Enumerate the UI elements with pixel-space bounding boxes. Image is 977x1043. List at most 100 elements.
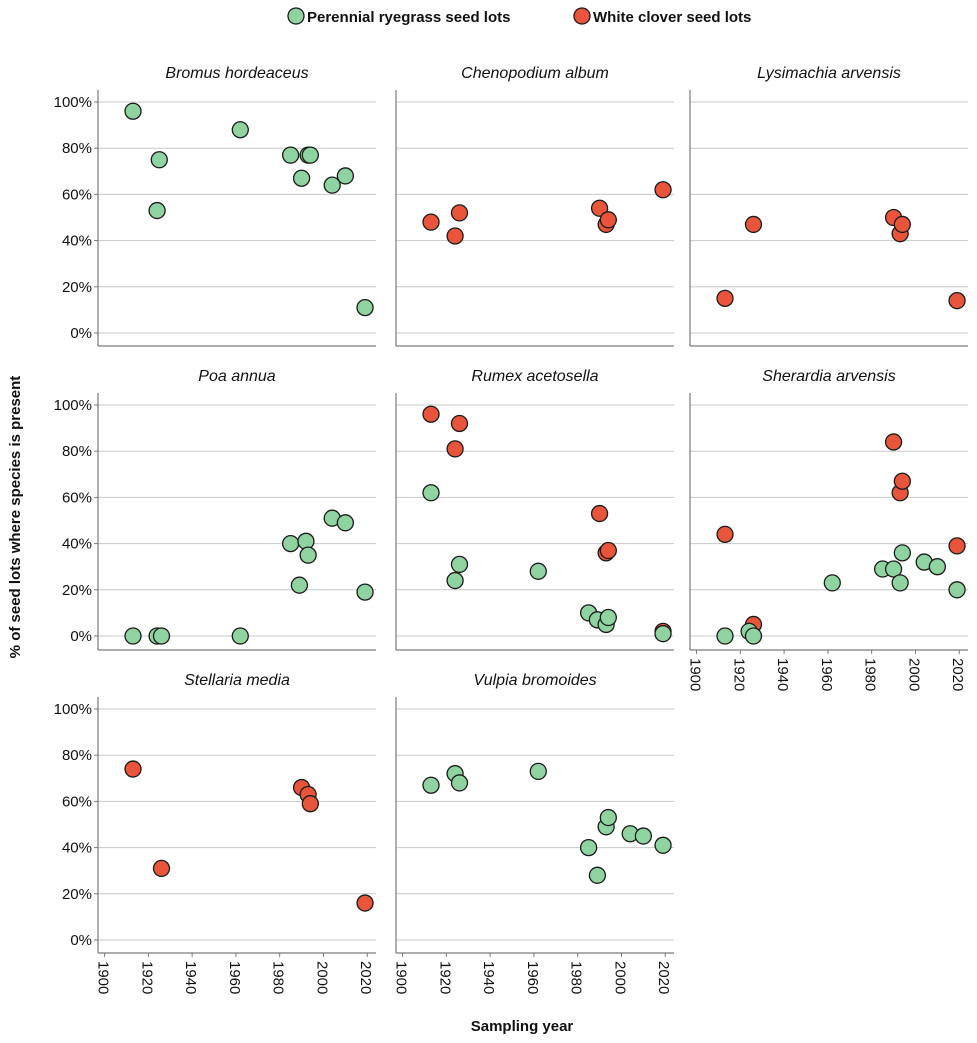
x-tick-label: 1960 — [818, 658, 835, 691]
legend-label-clover: White clover seed lots — [593, 9, 751, 26]
panel-title: Stellaria media — [184, 672, 290, 689]
y-axis-title: % of seed lots where species is present — [7, 376, 24, 659]
point-ryegrass — [301, 146, 319, 164]
point-clover — [948, 537, 966, 555]
point-clover — [599, 211, 617, 229]
panels: Bromus hordeaceus 0% 20% 40% 60% 80% 100% Cheno… — [54, 65, 968, 994]
panel-title: Poa annua — [198, 368, 276, 385]
panel-title: Chenopodium album — [461, 65, 609, 82]
panel-title: Rumex acetosella — [471, 368, 598, 385]
x-tick-label: 1980 — [862, 658, 879, 691]
point-clover — [124, 760, 142, 778]
x-tick-label: 1900 — [687, 658, 704, 691]
legend-label-ryegrass: Perennial ryegrass seed lots — [307, 9, 510, 26]
point-clover — [446, 440, 464, 458]
point-ryegrass — [124, 102, 142, 120]
point-ryegrass — [299, 546, 317, 564]
point-ryegrass — [422, 776, 440, 794]
point-clover — [446, 227, 464, 245]
point-ryegrass — [928, 558, 947, 576]
point-ryegrass — [529, 562, 547, 580]
y-tick-label: 100% — [54, 701, 92, 718]
x-tick-label: 1940 — [480, 961, 497, 994]
point-ryegrass — [323, 176, 341, 194]
point-ryegrass — [588, 866, 607, 884]
point-ryegrass — [150, 151, 168, 169]
x-axis-title: Sampling year — [471, 1018, 574, 1035]
y-tick-label: 20% — [62, 279, 92, 296]
point-ryegrass — [654, 625, 672, 643]
y-tick-label: 60% — [62, 793, 92, 810]
legend-swatch-ryegrass — [287, 7, 305, 25]
point-ryegrass — [579, 838, 598, 857]
x-tick-label: 2020 — [655, 961, 672, 994]
point-clover — [450, 204, 469, 222]
point-ryegrass — [356, 583, 374, 601]
point-ryegrass — [148, 201, 166, 220]
point-ryegrass — [744, 627, 763, 645]
y-tick-label: 80% — [62, 443, 92, 460]
y-tick-label: 0% — [70, 325, 92, 342]
point-ryegrass — [450, 774, 469, 792]
point-clover — [450, 414, 469, 433]
y-tick-label: 20% — [62, 886, 92, 903]
y-tick-label: 40% — [62, 840, 92, 857]
point-clover — [716, 525, 734, 544]
y-tick-label: 80% — [62, 747, 92, 764]
panel-title: Vulpia bromoides — [473, 672, 596, 689]
point-clover — [422, 213, 440, 231]
point-ryegrass — [281, 146, 300, 164]
point-ryegrass — [231, 627, 249, 645]
x-tick-label: 1900 — [393, 961, 410, 994]
x-tick-label: 1980 — [270, 961, 287, 994]
point-ryegrass — [292, 169, 311, 187]
panel-title: Bromus hordeaceus — [165, 65, 308, 82]
point-ryegrass — [634, 827, 653, 845]
x-tick-label: 1940 — [774, 658, 791, 691]
point-clover — [893, 215, 911, 234]
panel-sherardia-arvensis: Sherardia arvensis 1900 1920 1940 1960 1980 20… — [687, 368, 968, 691]
panel-stellaria-media: Stellaria media 0% 20% 40% 60% 80% 100% 1900 192… — [54, 672, 376, 994]
legend-swatch-clover — [573, 7, 591, 25]
point-ryegrass — [356, 298, 374, 317]
point-clover — [654, 181, 672, 199]
point-ryegrass — [823, 574, 841, 592]
y-tick-label: 100% — [54, 94, 92, 111]
y-tick-label: 0% — [70, 628, 92, 645]
point-clover — [356, 894, 374, 912]
point-ryegrass — [422, 484, 440, 502]
point-ryegrass — [529, 762, 547, 781]
x-tick-label: 1960 — [226, 961, 243, 994]
point-ryegrass — [124, 627, 142, 645]
point-ryegrass — [152, 627, 171, 645]
x-tick-label: 1980 — [568, 961, 585, 994]
point-clover — [422, 405, 440, 423]
x-tick-label: 1920 — [730, 658, 747, 691]
panel-title: Lysimachia arvensis — [757, 65, 901, 82]
point-ryegrass — [336, 167, 355, 185]
point-ryegrass — [599, 608, 617, 627]
panel-chenopodium-album: Chenopodium album — [395, 65, 674, 347]
point-clover — [590, 199, 609, 217]
point-ryegrass — [450, 555, 469, 574]
x-tick-label: 1900 — [95, 961, 112, 994]
point-ryegrass — [231, 121, 249, 139]
point-ryegrass — [891, 574, 909, 592]
panel-rumex-acetosella: Rumex acetosella — [395, 368, 674, 651]
point-clover — [884, 433, 903, 451]
y-tick-label: 40% — [62, 536, 92, 553]
point-ryegrass — [893, 544, 911, 562]
point-clover — [301, 795, 319, 813]
y-tick-label: 0% — [70, 932, 92, 949]
point-ryegrass — [884, 560, 903, 578]
x-tick-label: 1920 — [436, 961, 453, 994]
x-tick-label: 2020 — [357, 961, 374, 994]
point-ryegrass — [446, 571, 464, 590]
y-tick-label: 40% — [62, 233, 92, 250]
point-clover — [599, 541, 617, 560]
panel-bromus-hordeaceus: Bromus hordeaceus 0% 20% 40% 60% 80% 100% — [54, 65, 376, 347]
point-clover — [590, 504, 609, 523]
point-ryegrass — [336, 514, 355, 532]
